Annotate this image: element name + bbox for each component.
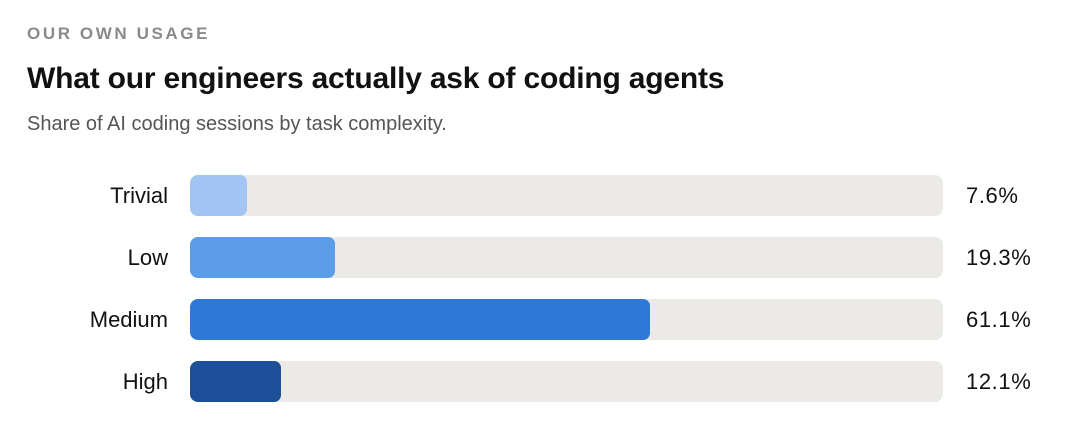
category-label-high: High — [122, 369, 168, 394]
bar-row-low: Low 19.3% — [0, 237, 1080, 278]
chart-subtitle: Share of AI coding sessions by task comp… — [27, 113, 447, 135]
bar-row-medium: Medium 61.1% — [0, 299, 1080, 340]
category-label-trivial: Trivial — [110, 183, 168, 208]
category-label-low: Low — [127, 245, 168, 270]
bar-track-high — [190, 361, 943, 402]
bar-row-trivial: Trivial 7.6% — [0, 175, 1080, 216]
value-label-low: 19.3% — [966, 245, 1032, 270]
bar-high — [190, 361, 281, 402]
bar-track-trivial — [190, 175, 943, 216]
value-label-high: 12.1% — [966, 369, 1032, 394]
chart-title: What our engineers actually ask of codin… — [27, 62, 725, 95]
bar-medium — [190, 299, 650, 340]
bar-low — [190, 237, 335, 278]
bar-row-high: High 12.1% — [0, 361, 1080, 402]
value-label-medium: 61.1% — [966, 307, 1032, 332]
bar-track-medium — [190, 299, 943, 340]
bar-trivial — [190, 175, 247, 216]
value-label-trivial: 7.6% — [966, 183, 1019, 208]
category-label-medium: Medium — [89, 307, 168, 332]
section-eyebrow: OUR OWN USAGE — [27, 24, 211, 43]
bar-track-low — [190, 237, 943, 278]
